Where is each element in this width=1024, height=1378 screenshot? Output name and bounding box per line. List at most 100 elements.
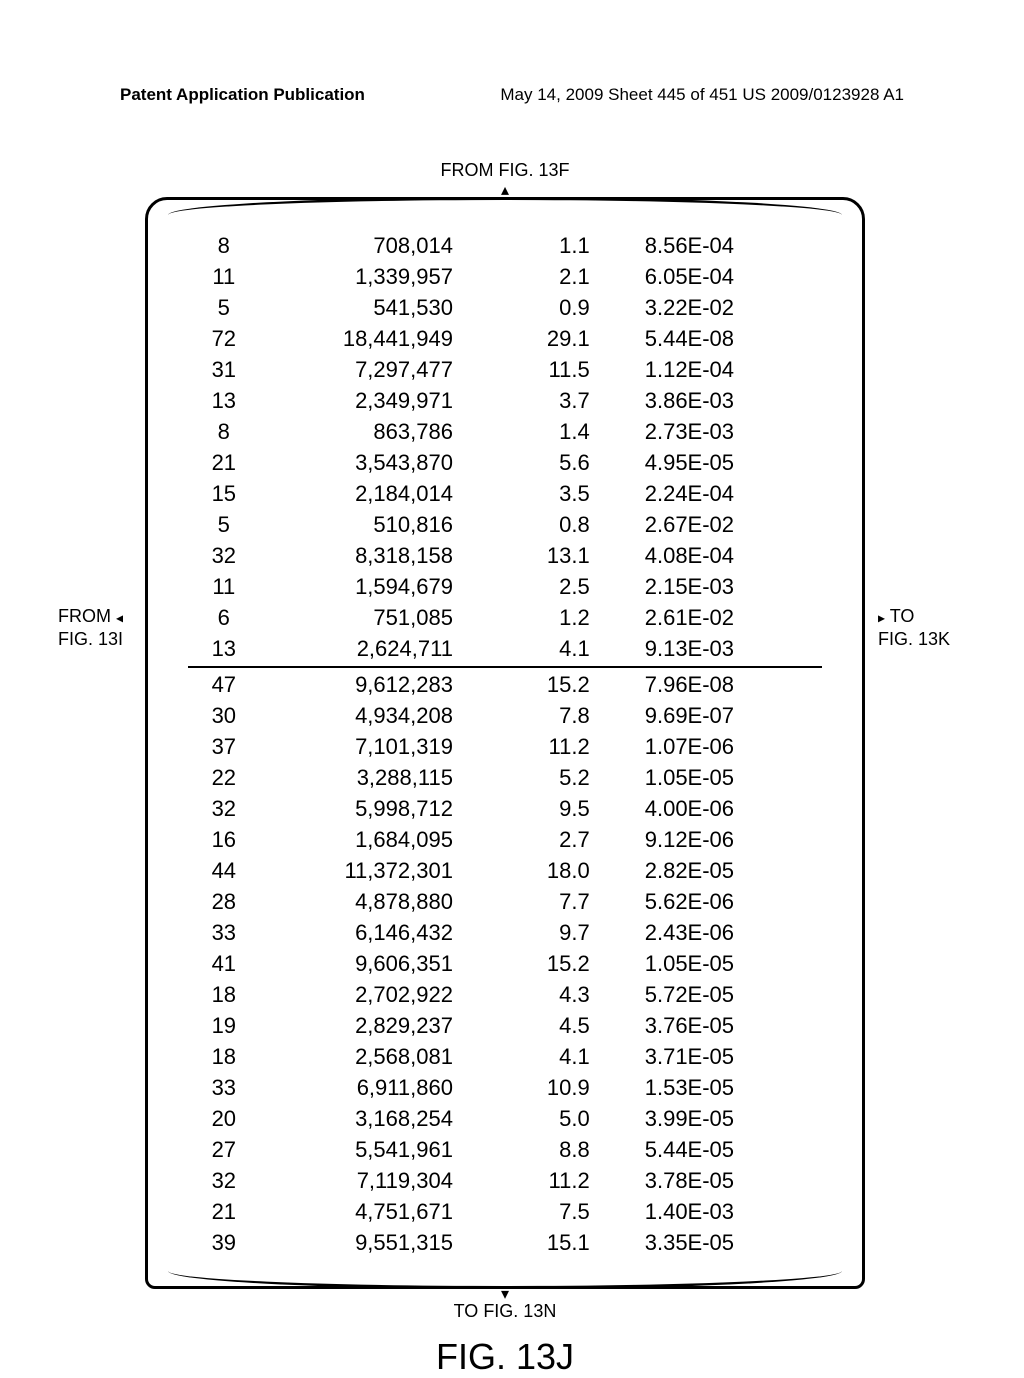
cell-ratio: 3.7 [498,385,625,416]
cell-ratio: 11.2 [498,731,625,762]
cell-ratio: 1.2 [498,602,625,633]
cell-exp: 4.08E-04 [625,540,822,571]
cell-count: 21 [188,1196,287,1227]
cell-exp: 4.95E-05 [625,447,822,478]
cell-value: 2,829,237 [287,1010,498,1041]
cell-count: 19 [188,1010,287,1041]
cell-exp: 1.53E-05 [625,1072,822,1103]
cell-ratio: 0.8 [498,509,625,540]
from-left-line1: FROM ◂ [58,606,123,626]
from-left-text-1: FROM [58,606,111,626]
cell-ratio: 3.5 [498,478,625,509]
cell-value: 18,441,949 [287,323,498,354]
table-row: 213,543,8705.64.95E-05 [188,447,822,478]
cell-exp: 2.73E-03 [625,416,822,447]
cell-ratio: 1.4 [498,416,625,447]
to-right-text-1: TO [890,606,915,626]
cell-count: 5 [188,509,287,540]
table-row: 111,339,9572.16.05E-04 [188,261,822,292]
cell-count: 30 [188,700,287,731]
cell-value: 1,594,679 [287,571,498,602]
cell-count: 15 [188,478,287,509]
cell-ratio: 7.8 [498,700,625,731]
cell-count: 33 [188,1072,287,1103]
table-row: 336,146,4329.72.43E-06 [188,917,822,948]
cell-value: 11,372,301 [287,855,498,886]
table-row: 419,606,35115.21.05E-05 [188,948,822,979]
cell-exp: 4.00E-06 [625,793,822,824]
cell-value: 9,606,351 [287,948,498,979]
table-row: 192,829,2374.53.76E-05 [188,1010,822,1041]
cell-value: 2,624,711 [287,633,498,667]
cell-count: 13 [188,633,287,667]
table-row: 5510,8160.82.67E-02 [188,509,822,540]
cell-exp: 2.82E-05 [625,855,822,886]
arrow-left-icon: ◂ [116,609,123,625]
cell-count: 32 [188,540,287,571]
table-row: 275,541,9618.85.44E-05 [188,1134,822,1165]
cell-ratio: 2.1 [498,261,625,292]
cell-ratio: 9.7 [498,917,625,948]
cell-count: 8 [188,230,287,261]
cell-ratio: 13.1 [498,540,625,571]
arrow-right-icon: ▸ [878,609,885,625]
cell-ratio: 11.5 [498,354,625,385]
cell-count: 27 [188,1134,287,1165]
table-row: 317,297,47711.51.12E-04 [188,354,822,385]
table-row: 214,751,6717.51.40E-03 [188,1196,822,1227]
header-right: May 14, 2009 Sheet 445 of 451 US 2009/01… [500,85,904,105]
cell-ratio: 15.2 [498,948,625,979]
table-row: 284,878,8807.75.62E-06 [188,886,822,917]
table-row: 161,684,0952.79.12E-06 [188,824,822,855]
cell-exp: 3.99E-05 [625,1103,822,1134]
cell-exp: 5.44E-08 [625,323,822,354]
cell-ratio: 7.7 [498,886,625,917]
cell-ratio: 29.1 [498,323,625,354]
cell-count: 32 [188,793,287,824]
cell-value: 3,543,870 [287,447,498,478]
cell-exp: 5.62E-06 [625,886,822,917]
cell-count: 5 [188,292,287,323]
cell-ratio: 4.3 [498,979,625,1010]
figure-area: FROM FIG. 13F ▴ 8708,0141.18.56E-04111,3… [145,160,865,1378]
table-row: 132,349,9713.73.86E-03 [188,385,822,416]
figure-caption: FIG. 13J [145,1336,865,1378]
cell-ratio: 4.1 [498,1041,625,1072]
cell-ratio: 4.5 [498,1010,625,1041]
cell-exp: 5.72E-05 [625,979,822,1010]
cell-ratio: 10.9 [498,1072,625,1103]
cell-ratio: 11.2 [498,1165,625,1196]
cell-count: 37 [188,731,287,762]
cell-value: 8,318,158 [287,540,498,571]
table-row: 304,934,2087.89.69E-07 [188,700,822,731]
table-row: 328,318,15813.14.08E-04 [188,540,822,571]
cell-exp: 9.69E-07 [625,700,822,731]
table-row: 399,551,31515.13.35E-05 [188,1227,822,1258]
cell-count: 18 [188,979,287,1010]
cell-count: 18 [188,1041,287,1072]
cell-count: 31 [188,354,287,385]
cell-value: 2,568,081 [287,1041,498,1072]
cell-value: 4,934,208 [287,700,498,731]
page-header: Patent Application Publication May 14, 2… [0,85,1024,105]
cell-exp: 7.96E-08 [625,667,822,701]
cell-exp: 6.05E-04 [625,261,822,292]
cell-value: 9,551,315 [287,1227,498,1258]
cell-ratio: 0.9 [498,292,625,323]
cell-value: 510,816 [287,509,498,540]
cell-value: 4,751,671 [287,1196,498,1227]
table-row: 182,568,0814.13.71E-05 [188,1041,822,1072]
table-row: 223,288,1155.21.05E-05 [188,762,822,793]
arrow-up-icon: ▴ [145,187,865,195]
cell-exp: 2.24E-04 [625,478,822,509]
cell-count: 41 [188,948,287,979]
to-right-ref: ▸ TO FIG. 13K [878,605,950,650]
table-row: 111,594,6792.52.15E-03 [188,571,822,602]
cell-count: 32 [188,1165,287,1196]
cell-ratio: 2.5 [498,571,625,602]
cell-count: 33 [188,917,287,948]
cell-value: 9,612,283 [287,667,498,701]
table-row: 152,184,0143.52.24E-04 [188,478,822,509]
cell-value: 1,339,957 [287,261,498,292]
cell-exp: 3.71E-05 [625,1041,822,1072]
